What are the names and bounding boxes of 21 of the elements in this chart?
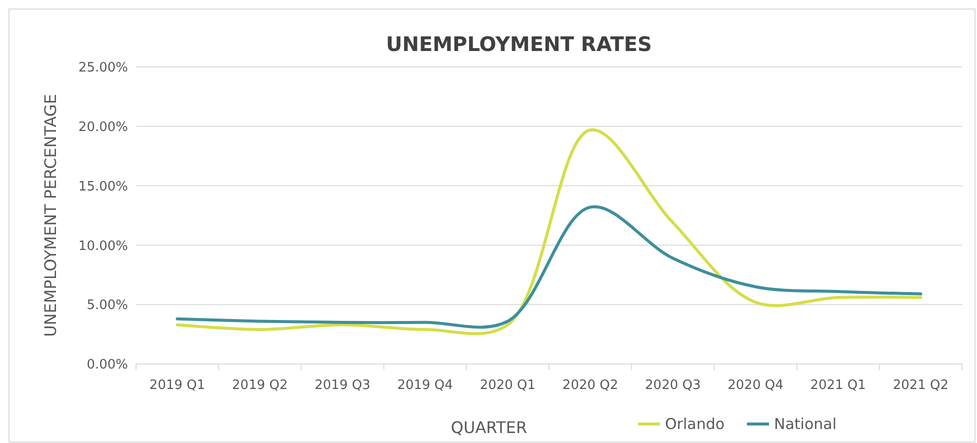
legend-label: Orlando [665, 415, 725, 433]
x-tick-label: 2020 Q3 [645, 378, 701, 393]
x-tick-label: 2020 Q1 [480, 378, 536, 393]
y-tick-label: 5.00% [86, 298, 128, 314]
x-tick-label: 2019 Q1 [149, 378, 206, 393]
y-tick-label: 10.00% [78, 238, 128, 254]
x-tick-label: 2019 Q3 [314, 378, 370, 393]
y-axis-title: UNEMPLOYMENT PERCENTAGE [41, 94, 60, 337]
x-tick-label: 2021 Q2 [892, 378, 949, 393]
y-tick-label: 20.00% [78, 120, 128, 135]
y-tick-label: 15.00% [78, 179, 128, 194]
x-axis-title: QUARTER [450, 418, 528, 437]
x-tick-label: 2020 Q4 [728, 378, 784, 393]
legend-label: National [774, 415, 837, 433]
y-tick-label: 0.00% [86, 358, 128, 373]
x-tick-label: 2021 Q1 [810, 378, 866, 393]
x-tick-label: 2019 Q4 [397, 378, 453, 393]
y-tick-label: 25.00% [78, 60, 128, 76]
x-tick-label: 2019 Q2 [232, 378, 288, 393]
chart-title: UNEMPLOYMENT RATES [386, 32, 652, 56]
x-tick-label: 2020 Q2 [562, 378, 618, 393]
